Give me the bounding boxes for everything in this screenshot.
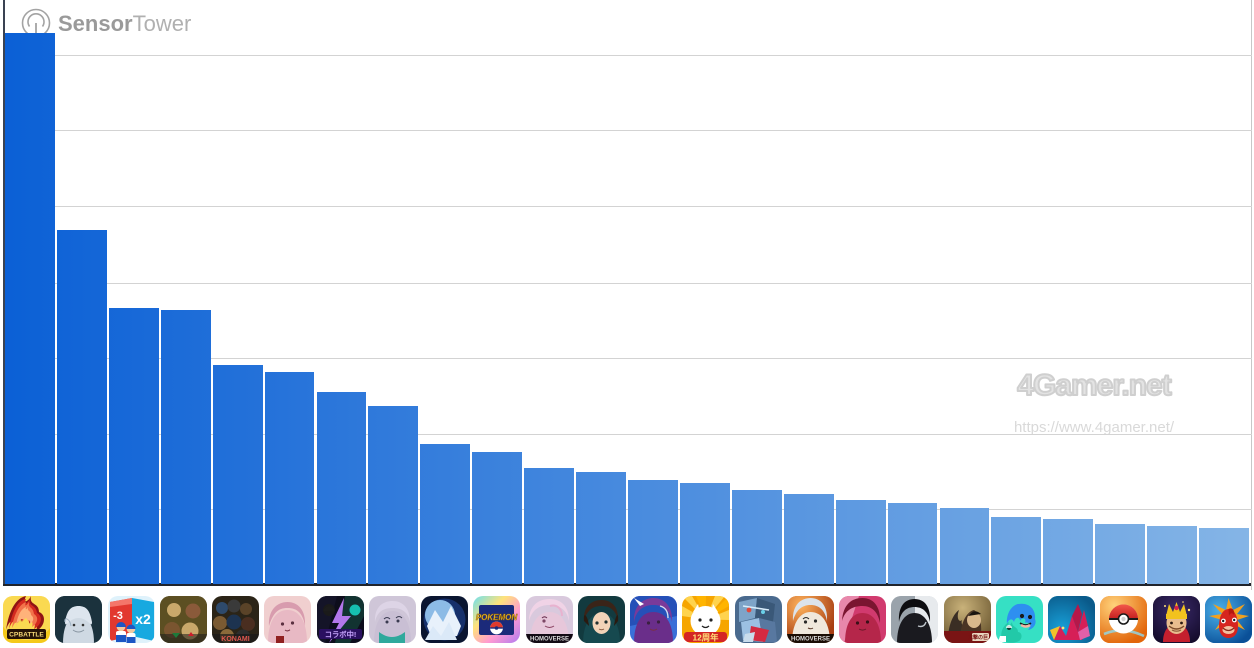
svg-text:x2: x2	[135, 611, 151, 627]
svg-text:-3: -3	[113, 610, 123, 622]
svg-text:HOMOVERSE: HOMOVERSE	[791, 637, 830, 643]
svg-text:KONAMI: KONAMI	[221, 636, 249, 643]
svg-text:HOMOVERSE: HOMOVERSE	[529, 637, 568, 643]
svg-text:進撃の巨人: 進撃の巨人	[967, 634, 990, 641]
svg-text:POKEMON: POKEMON	[476, 613, 518, 622]
svg-text:コラボ中!: コラボ中!	[324, 630, 356, 639]
svg-text:12周年: 12周年	[693, 633, 720, 643]
svg-text:CPBATTLE: CPBATTLE	[9, 632, 44, 639]
